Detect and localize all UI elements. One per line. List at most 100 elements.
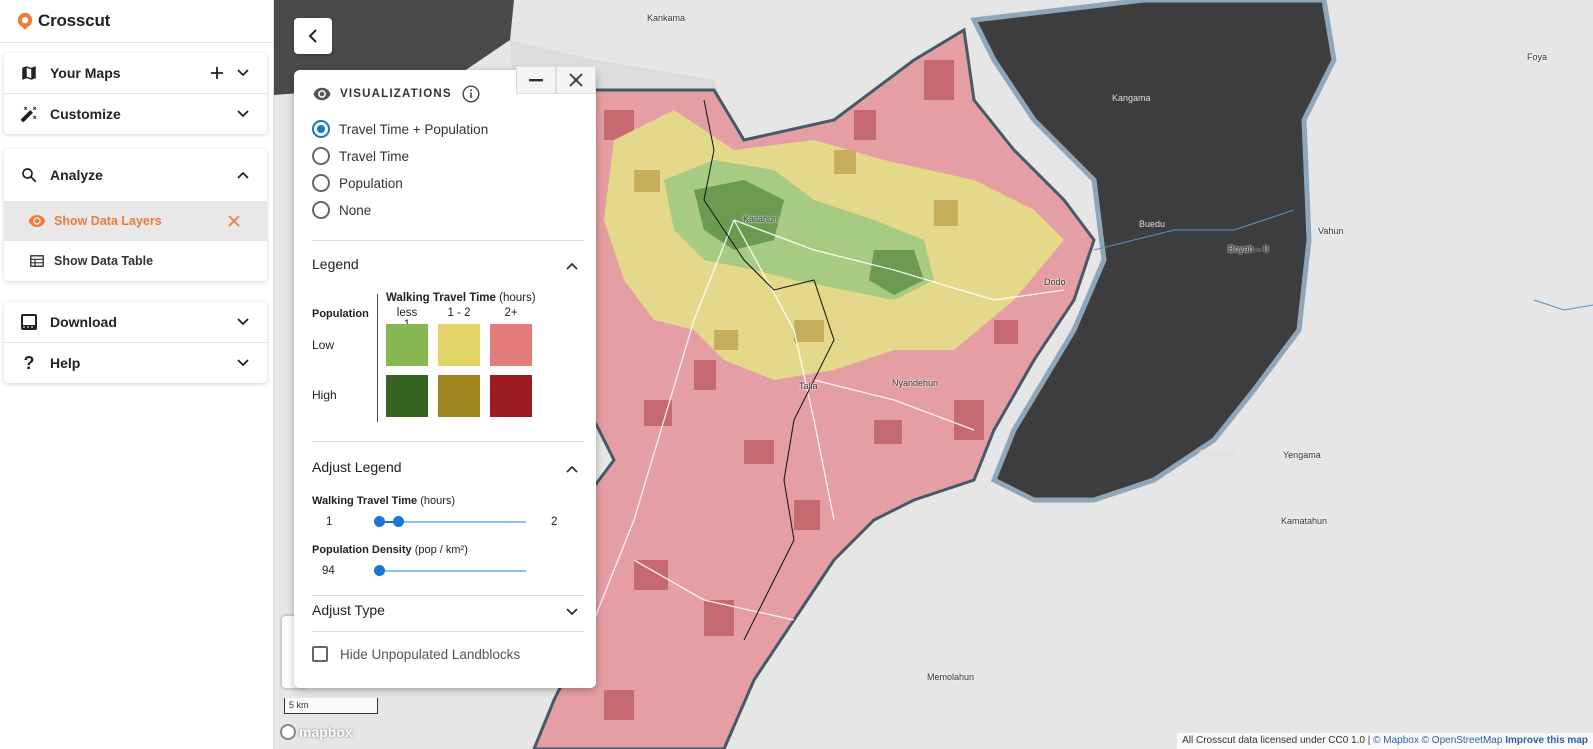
travel-time-slider-label: Walking Travel Time (hours): [312, 495, 455, 507]
radio-button[interactable]: [312, 174, 330, 192]
your-maps-label: Your Maps: [50, 65, 121, 81]
legend-row-label: Low: [312, 338, 335, 352]
customize-row[interactable]: Customize: [4, 94, 267, 134]
legend-swatch-low-1to2: [438, 324, 480, 366]
close-icon[interactable]: [223, 210, 245, 232]
chevron-up-icon[interactable]: [564, 461, 580, 477]
visualizations-panel: VISUALIZATIONS Travel Time + Population …: [294, 66, 596, 688]
population-density-label-unit: (pop / km²): [414, 544, 468, 556]
app-name: Crosscut: [38, 11, 111, 30]
eye-icon: [313, 87, 331, 101]
mapbox-logo[interactable]: mapbox: [280, 724, 353, 740]
legend-section-title[interactable]: Legend: [312, 256, 359, 272]
population-density-slider-track[interactable]: [376, 570, 526, 572]
legend-swatch-high-2plus: [490, 375, 532, 417]
collapse-sidebar-button[interactable]: [294, 18, 332, 54]
show-data-layers-item[interactable]: Show Data Layers: [4, 201, 267, 241]
place-label: Memolahun: [927, 672, 975, 682]
chevron-down-icon[interactable]: [233, 353, 253, 373]
adjust-legend-section-title[interactable]: Adjust Legend: [312, 459, 402, 475]
table-icon: [28, 252, 46, 270]
place-label: Kailahun: [743, 214, 779, 224]
population-density-slider-label: Population Density (pop / km²): [312, 544, 468, 556]
download-icon: [18, 311, 40, 333]
radio-travel-time[interactable]: Travel Time: [312, 147, 409, 165]
radio-label: Population: [339, 175, 403, 191]
checkbox-box[interactable]: [312, 646, 328, 662]
divider: [4, 342, 267, 343]
radio-button[interactable]: [312, 120, 330, 138]
legend-axis-line: [377, 294, 378, 422]
travel-time-slider-track[interactable]: [376, 521, 526, 523]
radio-button[interactable]: [312, 201, 330, 219]
help-icon: ?: [23, 352, 35, 373]
radio-none[interactable]: None: [312, 201, 371, 219]
divider: [312, 631, 584, 632]
your-maps-row[interactable]: Your Maps: [4, 53, 267, 93]
map-attribution: All Crosscut data licensed under CC0 1.0…: [1177, 733, 1593, 749]
help-row[interactable]: ? Help: [4, 343, 267, 383]
travel-time-slider-range: [379, 521, 399, 523]
legend-swatch-low-under1: [386, 324, 428, 366]
download-help-card: Download ? Help: [4, 302, 267, 383]
visualizations-title: VISUALIZATIONS: [340, 88, 452, 100]
place-label: Kangama: [1112, 93, 1151, 103]
analyze-row[interactable]: Analyze: [4, 149, 267, 201]
hide-unpopulated-label: Hide Unpopulated Landblocks: [340, 646, 521, 662]
legend-swatch-low-2plus: [490, 324, 532, 366]
chevron-up-icon[interactable]: [564, 258, 580, 274]
add-map-icon[interactable]: [207, 63, 227, 83]
download-label: Download: [50, 314, 117, 330]
chevron-down-icon[interactable]: [564, 604, 580, 620]
improve-map-link[interactable]: Improve this map: [1505, 735, 1588, 746]
place-label: Buedu: [1139, 219, 1166, 229]
divider: [312, 441, 584, 442]
search-icon: [18, 164, 40, 186]
place-label: Vahun: [1318, 226, 1344, 236]
travel-time-slider-low-thumb[interactable]: [373, 516, 385, 527]
place-label: Yengama: [1283, 450, 1321, 460]
chevron-down-icon[interactable]: [233, 63, 253, 83]
eye-icon: [28, 212, 46, 230]
info-icon[interactable]: [462, 85, 480, 103]
sidebar: Crosscut Your Maps Customize: [0, 0, 274, 749]
tools-icon: [18, 103, 40, 125]
place-label: Kamatahun: [1281, 516, 1328, 526]
minimize-icon: [529, 79, 543, 82]
legend-col-header: Walking Travel Time (hours): [386, 292, 536, 304]
download-row[interactable]: Download: [4, 302, 267, 342]
legend-row-label: High: [312, 388, 337, 402]
mapbox-logo-icon: [280, 724, 296, 740]
legend-swatch-high-1to2: [438, 375, 480, 417]
attribution-text: All Crosscut data licensed under CC0 1.0…: [1182, 735, 1374, 746]
minimize-button[interactable]: [516, 66, 556, 94]
show-data-table-label: Show Data Table: [54, 254, 154, 268]
brand-header[interactable]: Crosscut: [0, 0, 273, 43]
adjust-type-section-title[interactable]: Adjust Type: [312, 602, 385, 618]
chevron-up-icon[interactable]: [233, 165, 253, 185]
radio-population[interactable]: Population: [312, 174, 403, 192]
chevron-down-icon[interactable]: [233, 312, 253, 332]
legend-col-header-unit: (hours): [499, 292, 536, 304]
divider: [4, 93, 267, 94]
legend-col-label: 1 - 2: [447, 307, 471, 319]
customize-label: Customize: [50, 106, 121, 122]
analyze-card: Analyze Show Data Layers Show Data Table: [4, 149, 267, 281]
crosscut-logo-icon: [17, 12, 33, 30]
close-panel-button[interactable]: [556, 66, 596, 94]
show-data-table-item[interactable]: Show Data Table: [4, 241, 267, 281]
radio-travel-time-population[interactable]: Travel Time + Population: [312, 120, 488, 138]
mapbox-attribution-link[interactable]: © Mapbox: [1373, 735, 1419, 746]
panel-window-controls: [516, 66, 596, 94]
map-scale: 5 km: [284, 698, 378, 714]
osm-attribution-link[interactable]: © OpenStreetMap: [1421, 735, 1503, 746]
legend-swatch-high-under1: [386, 375, 428, 417]
population-density-slider-thumb[interactable]: [373, 565, 385, 576]
analyze-label: Analyze: [50, 167, 103, 183]
chevron-down-icon[interactable]: [233, 104, 253, 124]
place-label: Kankama: [647, 13, 686, 23]
radio-button[interactable]: [312, 147, 330, 165]
legend-col-header-bold: Walking Travel Time: [386, 292, 496, 304]
travel-time-slider-high-thumb[interactable]: [393, 516, 404, 527]
hide-unpopulated-checkbox[interactable]: Hide Unpopulated Landblocks: [312, 646, 520, 662]
